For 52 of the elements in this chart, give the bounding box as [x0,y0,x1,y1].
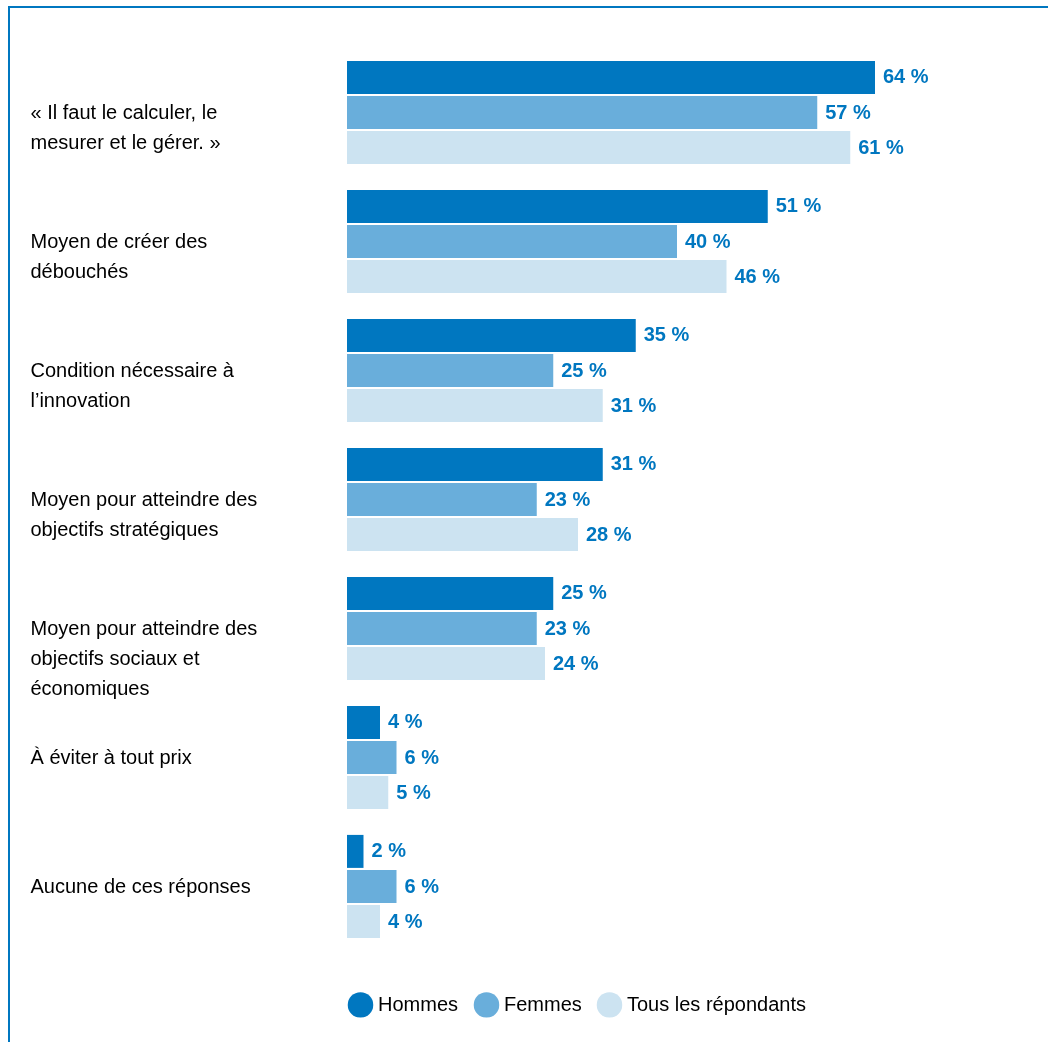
bar [347,612,537,645]
data-label: 57 % [825,100,872,123]
data-label: 4 % [388,710,423,733]
bar [347,576,554,610]
bar [347,870,397,903]
bar [347,647,545,681]
y-tick-label: Condition nécessaire à l’innovation [30,358,235,411]
y-tick-label: Moyen pour atteindre des objectifs stratégiques [30,487,258,540]
legend-label: Tous les répondants [627,992,807,1015]
bar [347,225,677,258]
y-tick-label: À éviter à tout prix [30,745,192,768]
data-label: 6 % [404,874,440,897]
bar [347,518,578,552]
data-label: 28 % [586,522,632,545]
data-label: 64 % [883,65,929,88]
bar [347,389,603,423]
bar [347,189,768,223]
y-tick-label: « Il faut le calculer, le mesurer et le gérer. » [30,100,221,153]
bar [347,354,554,387]
bar [347,260,727,294]
data-label: 35 % [643,323,690,346]
data-label: 61 % [858,135,905,158]
bar [347,741,397,774]
bar [347,483,537,516]
data-label: 23 % [544,487,591,510]
legend-label: Hommes [378,992,459,1015]
data-label: 46 % [734,264,781,287]
data-label: 31 % [610,452,657,475]
data-label: 6 % [404,745,440,768]
bar [347,447,603,481]
legend-label: Femmes [504,992,582,1015]
bar [347,318,636,352]
bar [347,60,875,94]
data-label: 51 % [775,194,822,217]
data-label: 23 % [544,616,591,639]
bar [347,905,380,939]
data-label: 25 % [561,581,608,604]
bar [347,834,364,868]
data-label: 4 % [388,909,423,932]
y-tick-label: Moyen de créer des débouchés [30,229,208,282]
bar [347,131,851,165]
y-tick-label: Aucune de ces réponses [30,874,251,897]
data-label: 2 % [371,839,407,862]
data-label: 31 % [610,393,657,416]
bar [347,705,380,739]
bar [347,776,389,810]
data-label: 24 % [553,651,599,674]
data-label: 40 % [685,229,731,252]
data-label: 5 % [396,780,431,803]
data-label: 25 % [561,358,608,381]
y-tick-label: Moyen pour atteindre des objectifs sociaux et économiques [30,616,258,699]
bar [347,96,818,129]
